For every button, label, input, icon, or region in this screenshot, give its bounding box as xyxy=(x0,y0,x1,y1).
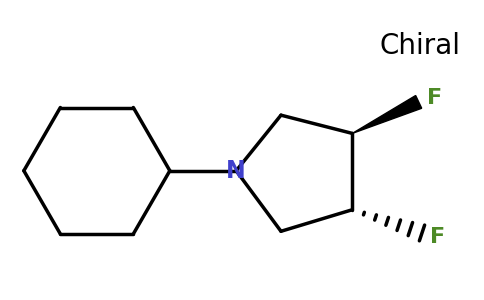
Text: Chiral: Chiral xyxy=(380,32,461,60)
Polygon shape xyxy=(352,95,422,134)
Text: N: N xyxy=(227,159,246,183)
Text: F: F xyxy=(427,88,442,108)
Text: F: F xyxy=(430,227,445,247)
